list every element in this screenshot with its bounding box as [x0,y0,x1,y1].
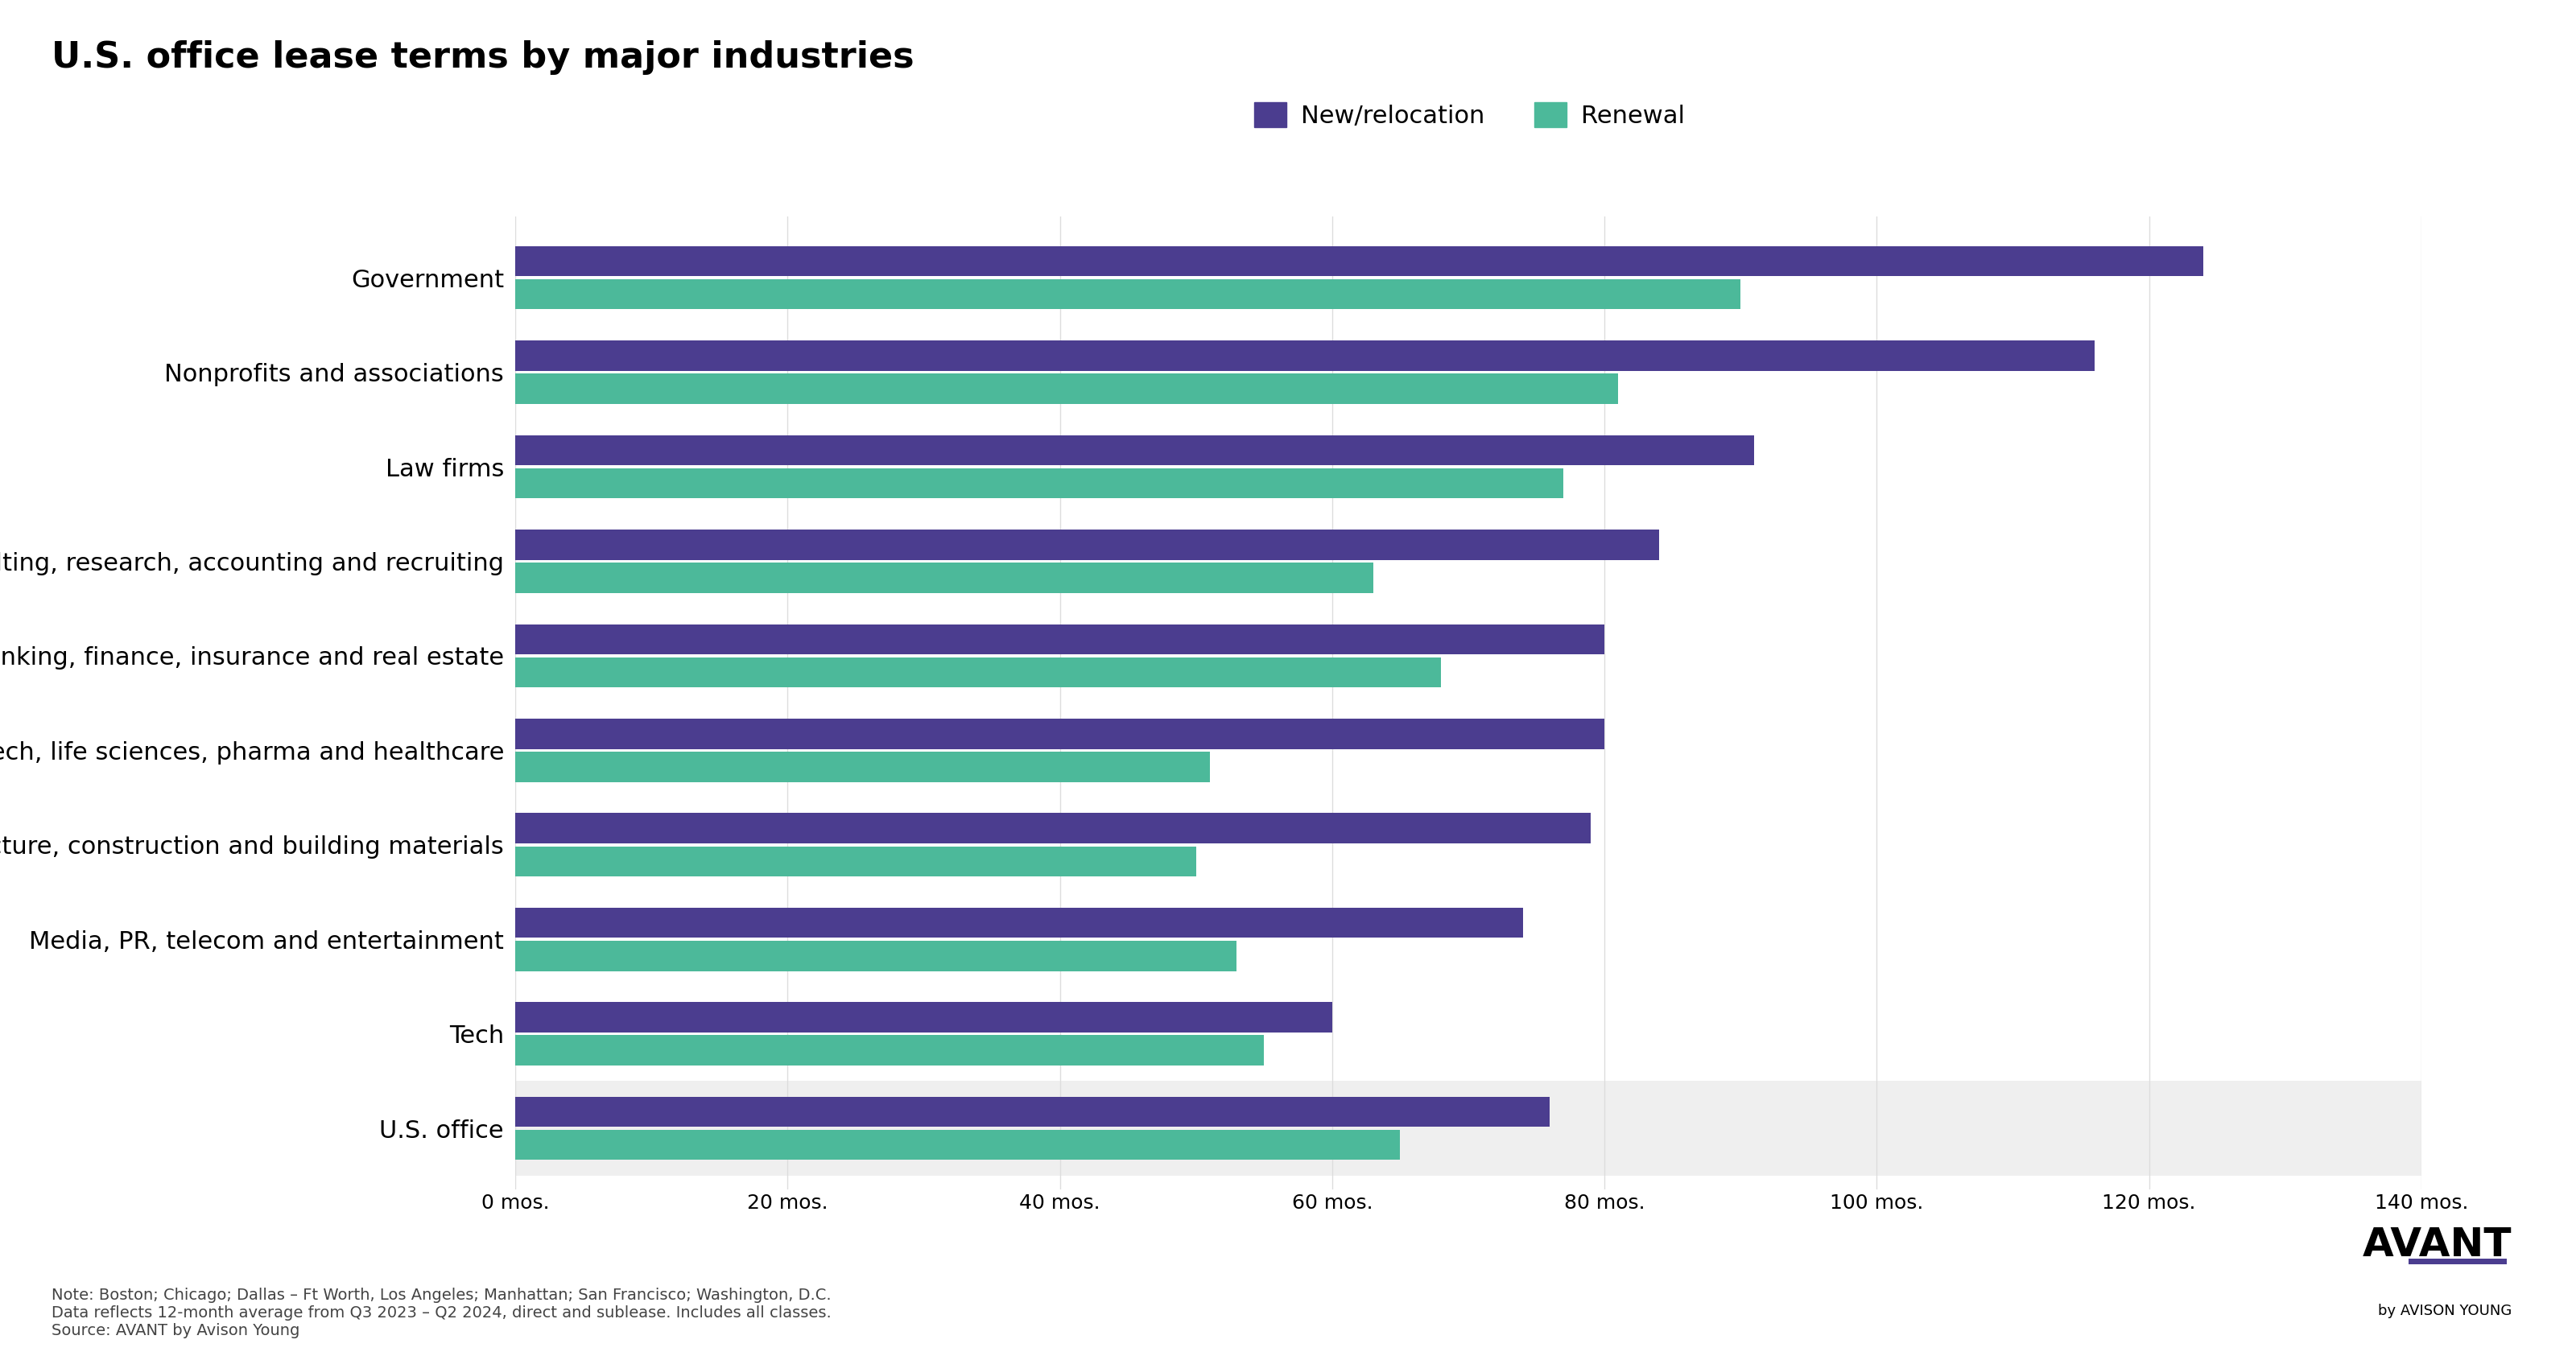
Bar [515,435,1754,465]
Bar [515,1096,1551,1128]
Bar [515,657,1440,687]
Legend: New/relocation, Renewal: New/relocation, Renewal [1255,101,1685,128]
Bar [515,752,1211,781]
Bar [515,562,1373,594]
Bar [515,941,1236,971]
Bar [515,373,1618,404]
Bar [515,719,1605,749]
Bar [515,530,1659,560]
Text: AVANT: AVANT [2362,1225,2512,1264]
Bar [515,1002,1332,1033]
Bar [515,1130,1401,1160]
Bar [515,846,1195,876]
Text: Note: Boston; Chicago; Dallas – Ft Worth, Los Angeles; Manhattan; San Francisco;: Note: Boston; Chicago; Dallas – Ft Worth… [52,1287,832,1338]
Bar [515,1036,1265,1065]
Bar [515,279,1741,310]
Text: by AVISON YOUNG: by AVISON YOUNG [2378,1303,2512,1318]
Bar [515,625,1605,654]
Bar [515,813,1592,844]
Text: U.S. office lease terms by major industries: U.S. office lease terms by major industr… [52,41,914,76]
Bar [515,1082,2421,1176]
Bar [515,907,1522,938]
Bar [515,341,2094,370]
Bar [515,468,1564,499]
Bar [515,246,2202,276]
